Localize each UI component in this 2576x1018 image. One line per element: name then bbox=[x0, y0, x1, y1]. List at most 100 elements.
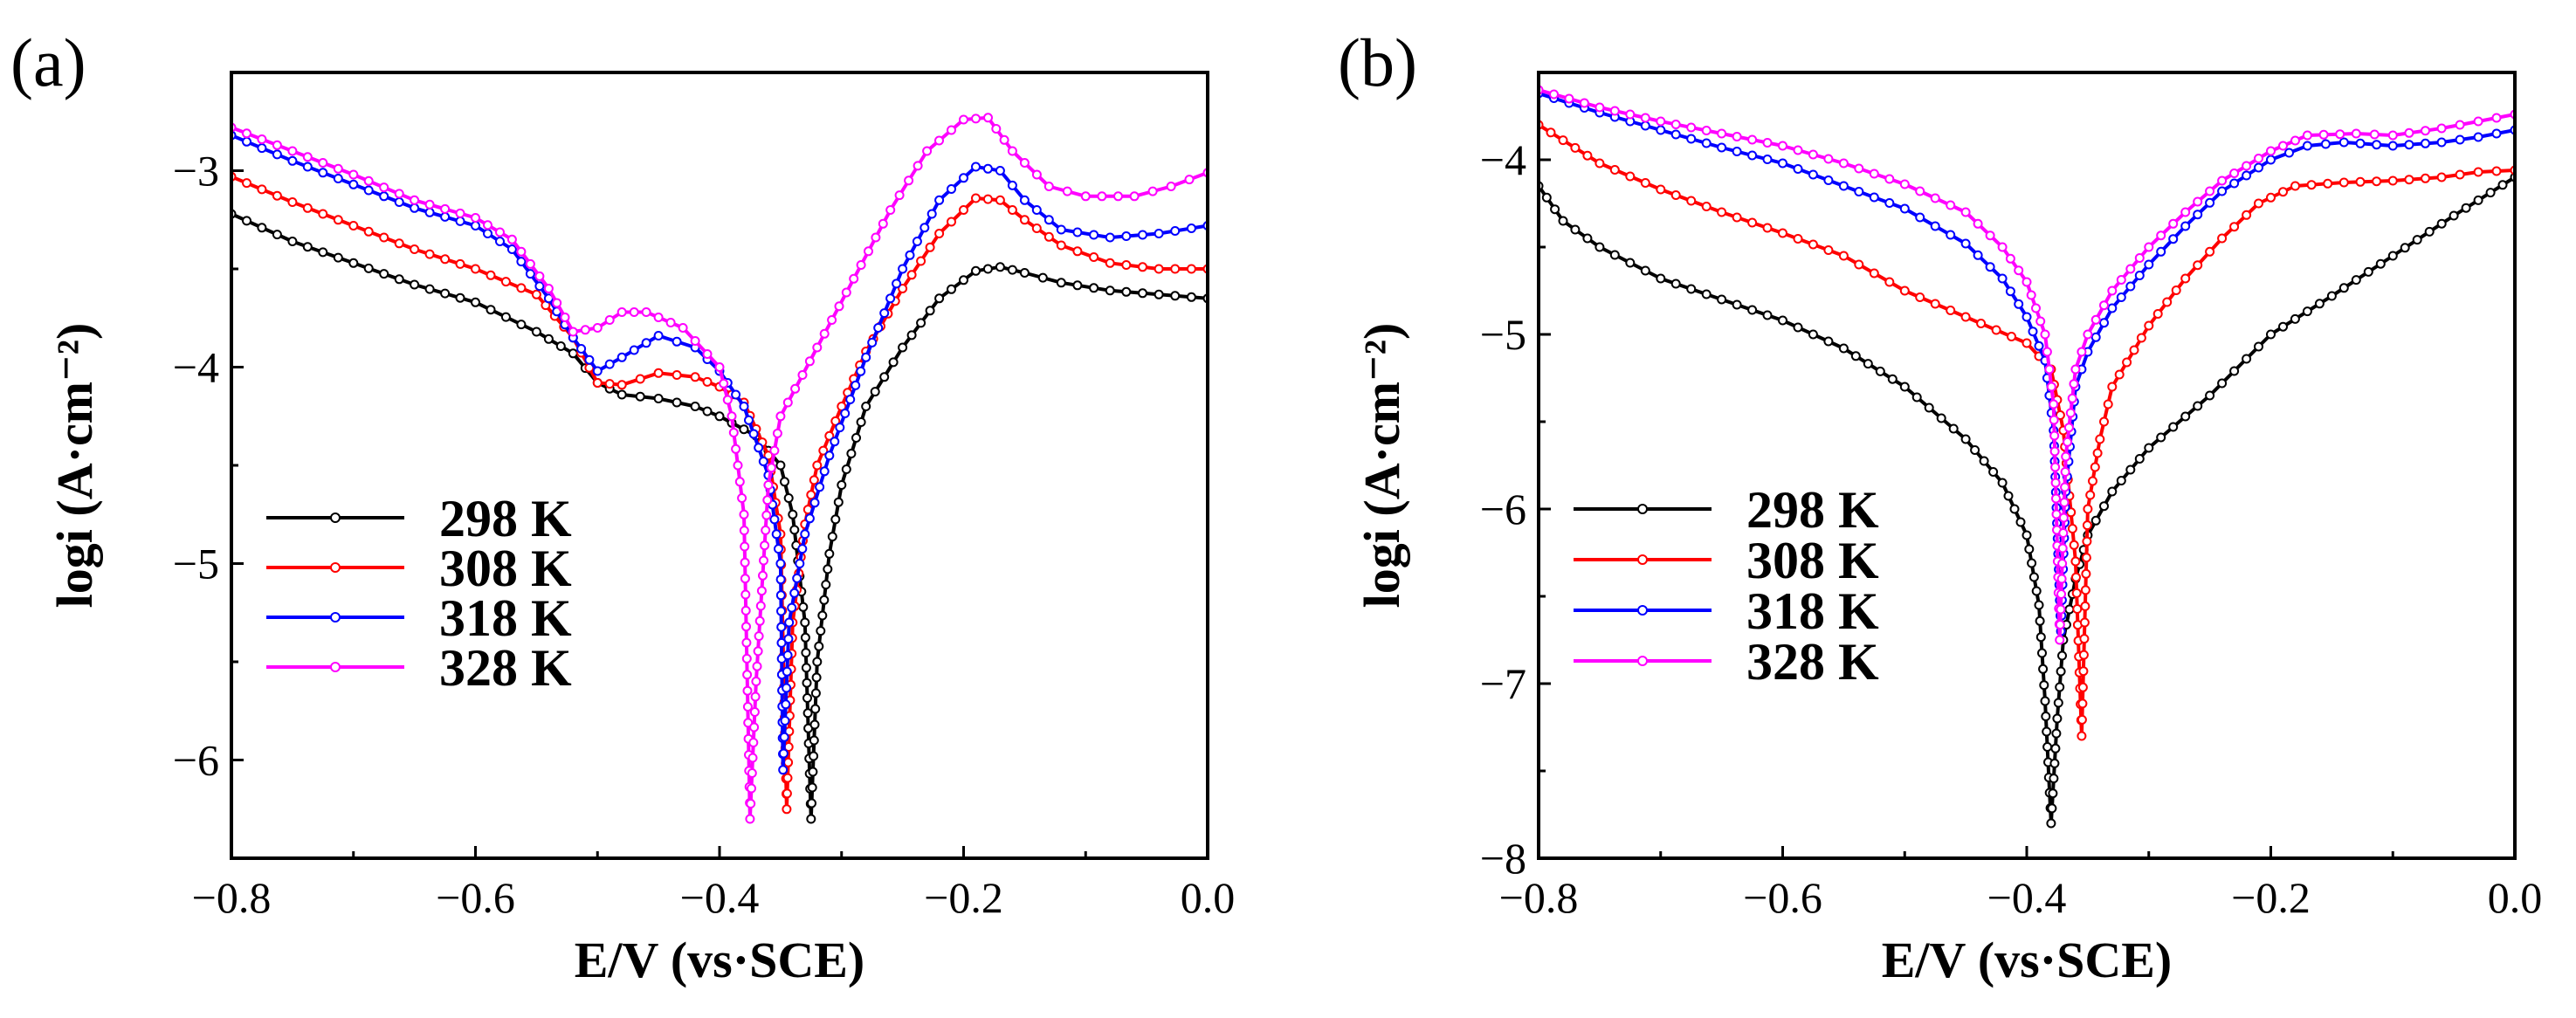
y-tick-label: −8 bbox=[1480, 834, 1526, 883]
data-point bbox=[2156, 432, 2166, 443]
data-point bbox=[543, 284, 554, 293]
data-point bbox=[2022, 312, 2032, 322]
data-point bbox=[840, 409, 851, 418]
data-point bbox=[2079, 634, 2090, 644]
data-point bbox=[833, 497, 844, 507]
data-point bbox=[811, 672, 822, 683]
data-point bbox=[2056, 666, 2066, 677]
data-point bbox=[471, 264, 480, 274]
data-point bbox=[2266, 329, 2276, 340]
data-point bbox=[592, 323, 603, 333]
data-point bbox=[758, 570, 768, 581]
data-point bbox=[748, 429, 759, 439]
x-tick-label: −0.4 bbox=[1987, 873, 2067, 922]
data-point bbox=[363, 226, 374, 237]
data-point bbox=[1154, 289, 1164, 299]
data-point bbox=[898, 284, 908, 293]
data-point bbox=[739, 424, 749, 435]
data-point bbox=[2050, 462, 2061, 472]
data-point bbox=[2436, 218, 2447, 229]
data-point bbox=[2180, 207, 2191, 217]
data-point bbox=[2060, 467, 2070, 477]
data-point bbox=[2078, 666, 2089, 677]
data-point bbox=[2290, 181, 2300, 191]
data-point bbox=[604, 315, 615, 325]
data-point bbox=[2168, 234, 2179, 244]
data-point bbox=[2039, 680, 2049, 691]
data-point bbox=[1808, 239, 1818, 250]
legend-label: 308 K bbox=[1746, 532, 1879, 589]
data-point bbox=[812, 342, 823, 353]
data-point bbox=[2404, 175, 2414, 185]
data-point bbox=[947, 125, 956, 135]
data-point bbox=[2051, 493, 2061, 504]
data-point bbox=[641, 338, 651, 348]
data-point bbox=[2473, 167, 2483, 177]
data-point bbox=[672, 397, 682, 408]
data-point bbox=[959, 114, 968, 125]
data-point bbox=[885, 293, 896, 304]
data-point bbox=[455, 258, 465, 269]
data-point bbox=[1732, 147, 1742, 156]
data-point bbox=[1911, 392, 1922, 402]
data-point bbox=[2063, 437, 2073, 447]
data-point bbox=[2205, 186, 2215, 196]
data-point bbox=[471, 221, 480, 230]
data-point bbox=[2049, 774, 2059, 784]
data-point bbox=[665, 318, 676, 327]
data-point bbox=[424, 249, 435, 259]
data-point bbox=[2318, 129, 2329, 140]
data-point bbox=[778, 748, 789, 759]
data-point bbox=[1129, 191, 1140, 202]
data-point bbox=[495, 227, 505, 237]
data-point bbox=[1732, 212, 1742, 223]
data-point bbox=[580, 325, 590, 335]
legend-label: 328 K bbox=[439, 639, 572, 697]
data-point bbox=[2229, 178, 2240, 189]
data-point bbox=[2436, 172, 2447, 182]
data-point bbox=[2116, 476, 2126, 485]
panel-label: (b) bbox=[1338, 24, 1417, 100]
data-point bbox=[2302, 141, 2312, 151]
data-point bbox=[2037, 648, 2047, 658]
data-point bbox=[1686, 122, 1697, 133]
data-point bbox=[455, 292, 465, 303]
data-point bbox=[755, 601, 766, 611]
data-point bbox=[2125, 281, 2136, 292]
data-point bbox=[690, 402, 700, 411]
data-point bbox=[846, 449, 857, 458]
data-point bbox=[653, 313, 664, 322]
data-point bbox=[1570, 224, 1581, 235]
data-point bbox=[363, 185, 374, 196]
data-point bbox=[318, 168, 328, 178]
data-point bbox=[1997, 242, 2008, 252]
data-point bbox=[1762, 310, 1773, 320]
data-point bbox=[2242, 210, 2252, 220]
data-point bbox=[2254, 198, 2263, 209]
data-point bbox=[2067, 524, 2077, 533]
data-point bbox=[2302, 130, 2312, 141]
data-point bbox=[1717, 294, 1727, 305]
data-point bbox=[257, 223, 267, 233]
data-point bbox=[1915, 292, 1925, 302]
data-point bbox=[1097, 191, 1107, 202]
data-point bbox=[714, 411, 725, 422]
data-point bbox=[2372, 176, 2382, 187]
data-point bbox=[971, 265, 981, 276]
data-point bbox=[2081, 553, 2091, 563]
data-point bbox=[747, 753, 758, 763]
data-point bbox=[2242, 161, 2252, 171]
data-point bbox=[1105, 285, 1115, 296]
data-point bbox=[2042, 742, 2053, 752]
data-point bbox=[2063, 423, 2074, 433]
data-point bbox=[2278, 141, 2288, 151]
data-point bbox=[2070, 364, 2081, 375]
data-point bbox=[1582, 233, 1593, 244]
data-point bbox=[2306, 180, 2317, 190]
data-point bbox=[905, 250, 915, 260]
data-point bbox=[802, 708, 813, 719]
data-point bbox=[2473, 116, 2483, 127]
y-tick-label: −6 bbox=[173, 736, 219, 785]
data-point bbox=[2035, 316, 2046, 327]
data-point bbox=[1948, 423, 1959, 434]
